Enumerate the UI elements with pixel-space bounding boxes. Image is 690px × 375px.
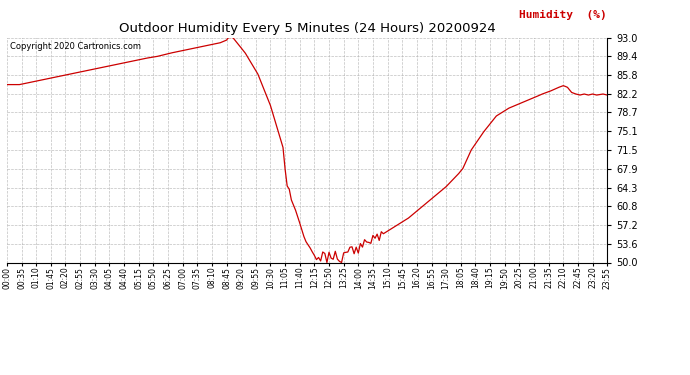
Text: Humidity  (%): Humidity (%) (520, 9, 607, 20)
Title: Outdoor Humidity Every 5 Minutes (24 Hours) 20200924: Outdoor Humidity Every 5 Minutes (24 Hou… (119, 22, 495, 35)
Text: Copyright 2020 Cartronics.com: Copyright 2020 Cartronics.com (10, 42, 141, 51)
